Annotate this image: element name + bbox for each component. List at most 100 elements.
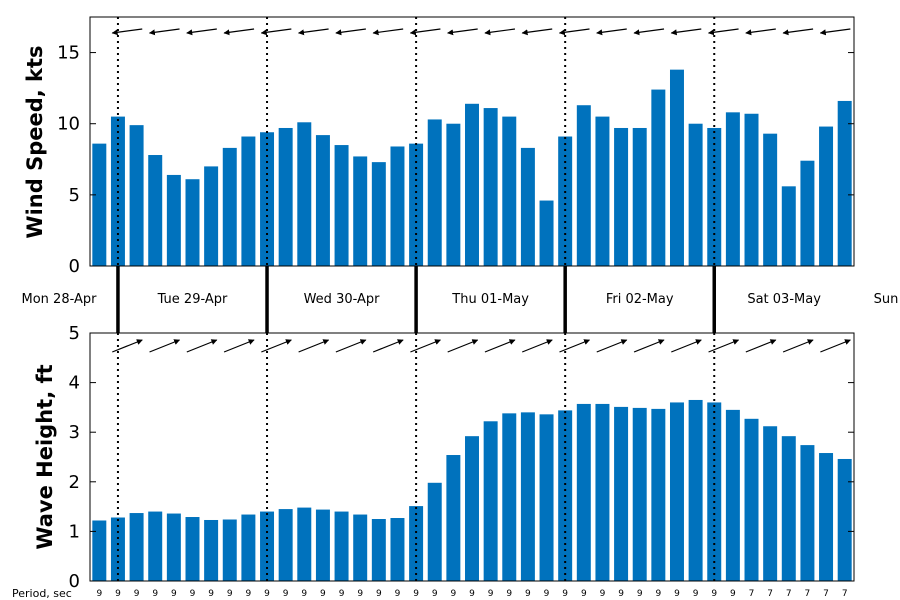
wave-bar	[129, 513, 144, 581]
wave-arrow	[112, 339, 143, 353]
period-value: 9	[227, 589, 233, 599]
period-value: 9	[152, 589, 158, 599]
period-value: 9	[450, 589, 456, 599]
wave-bar	[222, 519, 237, 581]
period-value: 9	[544, 589, 550, 599]
period-value: 9	[693, 589, 699, 599]
wave-arrow	[335, 339, 367, 353]
day-label: Fri 02-May	[606, 292, 674, 307]
wind-bar	[632, 127, 647, 266]
wave-arrow	[372, 339, 404, 353]
day-label: Sun	[874, 292, 899, 307]
wave-bar	[688, 399, 703, 581]
wind-bar	[614, 127, 629, 266]
wave-bar	[576, 403, 591, 581]
period-value: 9	[208, 589, 214, 599]
wave-height-bars	[92, 399, 852, 581]
wave-y-tick-label: 2	[69, 472, 80, 493]
wind-bar	[800, 160, 815, 266]
day-label-band: Mon 28-Apr Tue 29-Apr Wed 30-Apr Thu 01-May…	[22, 266, 899, 333]
day-label: Wed 30-Apr	[304, 292, 381, 307]
period-value: 9	[581, 589, 587, 599]
wind-bar	[539, 200, 554, 266]
wind-arrow	[447, 28, 478, 36]
period-value: 7	[749, 589, 755, 599]
wind-arrow	[409, 28, 441, 36]
wind-arrow	[707, 28, 739, 36]
wind-arrow	[782, 28, 814, 36]
wave-bar	[371, 519, 386, 581]
wind-arrow	[111, 28, 143, 36]
wind-bar	[204, 166, 219, 266]
period-value: 7	[842, 589, 848, 599]
period-value: 9	[283, 589, 289, 599]
wave-bar	[763, 426, 778, 581]
wave-bar	[315, 509, 330, 581]
period-value: 9	[115, 589, 121, 599]
wave-arrow	[447, 339, 479, 353]
wind-bar	[781, 186, 796, 266]
wind-y-axis-title: Wind Speed, kts	[23, 45, 47, 238]
wave-bar	[483, 421, 498, 581]
wave-y-axis: 0 1 2 3 4 5	[69, 323, 854, 592]
wave-arrow	[261, 339, 292, 353]
wind-bar	[465, 103, 479, 266]
period-value: 9	[134, 589, 140, 599]
wave-bar	[446, 455, 461, 581]
wind-bar	[297, 122, 312, 266]
period-value: 9	[264, 589, 270, 599]
wind-bar	[241, 136, 256, 266]
wind-bar	[446, 123, 461, 267]
wind-arrow	[223, 28, 255, 36]
wave-y-tick-label: 4	[69, 373, 80, 394]
wave-y-tick-label: 1	[69, 521, 80, 542]
wind-arrow	[521, 28, 553, 36]
wind-bar	[837, 100, 852, 266]
wave-arrow	[410, 339, 441, 353]
wave-bar	[744, 418, 759, 581]
period-value: 9	[96, 589, 102, 599]
wind-bar	[725, 112, 740, 266]
wind-plot-frame	[89, 16, 855, 267]
period-value: 9	[357, 589, 363, 599]
period-value: 9	[562, 589, 568, 599]
wave-arrow	[671, 339, 702, 353]
period-value: 9	[395, 589, 401, 599]
wave-bar	[539, 414, 554, 581]
wind-speed-panel: 0 5 10 15 Wind Speed, kts	[23, 16, 855, 277]
wave-bar	[297, 507, 312, 581]
wind-bar	[669, 69, 684, 267]
wave-bar	[353, 514, 368, 581]
wind-y-tick-label: 0	[69, 256, 80, 277]
wind-arrow	[148, 28, 180, 36]
wind-bar	[222, 147, 237, 266]
period-value: 9	[674, 589, 680, 599]
wind-bar	[595, 116, 610, 266]
wind-bar	[166, 174, 181, 266]
wave-bar	[651, 408, 666, 581]
period-value: 9	[469, 589, 475, 599]
wind-bar	[763, 133, 778, 266]
wind-bar	[260, 132, 275, 266]
wind-bar	[819, 126, 834, 266]
wave-arrow	[596, 339, 628, 353]
period-value: 9	[600, 589, 606, 599]
wave-bar	[465, 436, 479, 581]
wind-bar	[427, 119, 442, 266]
wave-bar	[166, 513, 181, 581]
wind-bar	[185, 179, 200, 266]
wave-bar	[725, 409, 740, 581]
wave-bar	[837, 458, 852, 581]
period-value: 9	[488, 589, 494, 599]
wind-arrow	[633, 28, 665, 36]
period-value: 9	[301, 589, 307, 599]
wave-y-tick-label: 5	[69, 323, 80, 344]
wind-arrow	[484, 28, 516, 36]
day-label: Thu 01-May	[451, 292, 529, 307]
wave-plot-frame	[89, 332, 855, 582]
wave-bar	[819, 453, 834, 581]
period-value: 9	[171, 589, 177, 599]
wave-bar	[502, 413, 517, 581]
wind-bar	[129, 125, 144, 266]
